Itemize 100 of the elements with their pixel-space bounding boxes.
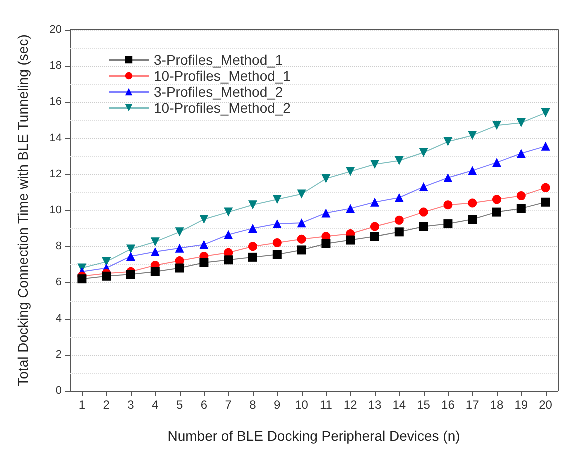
legend-label: 3-Profiles_Method_1 bbox=[154, 52, 284, 68]
y-axis-title: Total Docking Connection Time with BLE Tunneling (sec) bbox=[15, 34, 31, 386]
point bbox=[126, 270, 136, 280]
point bbox=[102, 257, 112, 266]
point bbox=[150, 248, 160, 257]
point bbox=[541, 142, 550, 151]
point bbox=[175, 228, 184, 237]
point bbox=[322, 208, 331, 218]
y-tick-label: 14 bbox=[50, 132, 62, 144]
x-tick-label: 8 bbox=[250, 398, 257, 412]
point bbox=[322, 239, 331, 248]
point bbox=[200, 258, 209, 268]
point bbox=[394, 156, 404, 166]
point bbox=[297, 218, 306, 228]
x-tick-label: 20 bbox=[539, 398, 553, 412]
point bbox=[419, 182, 428, 192]
y-tick-label: 0 bbox=[56, 385, 62, 397]
point bbox=[248, 224, 258, 234]
point bbox=[346, 204, 356, 214]
point bbox=[370, 198, 380, 207]
point bbox=[272, 250, 282, 260]
point bbox=[444, 200, 453, 210]
x-tick-label: 4 bbox=[152, 398, 160, 412]
x-tick-label: 10 bbox=[295, 398, 309, 412]
point bbox=[297, 246, 306, 255]
point bbox=[492, 208, 502, 217]
point bbox=[468, 166, 478, 176]
point bbox=[297, 190, 306, 199]
point bbox=[102, 272, 112, 281]
x-tick-label: 15 bbox=[417, 398, 431, 412]
point bbox=[468, 215, 478, 224]
y-tick-label: 18 bbox=[50, 60, 62, 72]
point bbox=[492, 195, 502, 204]
point bbox=[444, 220, 453, 229]
point bbox=[541, 198, 550, 207]
point bbox=[297, 234, 306, 244]
x-tick-label: 6 bbox=[200, 398, 208, 412]
point bbox=[370, 222, 380, 232]
legend-label: 10-Profiles_Method_1 bbox=[154, 68, 292, 84]
point bbox=[419, 148, 428, 158]
x-tick-label: 18 bbox=[490, 398, 504, 412]
x-tick-label: 11 bbox=[320, 398, 333, 412]
x-tick-label: 9 bbox=[274, 398, 282, 412]
point bbox=[492, 121, 502, 130]
point bbox=[492, 158, 502, 168]
y-tick-label: 6 bbox=[56, 276, 62, 289]
point bbox=[541, 183, 550, 192]
x-tick-label: 17 bbox=[466, 398, 480, 412]
point bbox=[78, 274, 87, 284]
point bbox=[272, 220, 282, 229]
point bbox=[419, 222, 428, 232]
x-tick-label: 12 bbox=[344, 398, 358, 412]
point bbox=[200, 215, 209, 224]
point bbox=[322, 174, 331, 184]
point bbox=[248, 252, 258, 262]
point bbox=[224, 230, 234, 240]
point bbox=[175, 244, 184, 253]
point bbox=[468, 198, 478, 208]
point bbox=[370, 160, 380, 169]
point bbox=[150, 238, 160, 247]
point bbox=[419, 208, 428, 217]
legend-label: 10-Profiles_Method_2 bbox=[154, 100, 292, 116]
point bbox=[394, 228, 404, 237]
point bbox=[468, 131, 478, 140]
point bbox=[224, 256, 234, 265]
y-tick-label: 12 bbox=[50, 168, 62, 180]
point bbox=[444, 174, 453, 183]
point bbox=[516, 204, 526, 214]
point bbox=[150, 267, 160, 276]
point bbox=[394, 216, 404, 225]
x-tick-label: 7 bbox=[225, 398, 232, 412]
point bbox=[394, 193, 404, 202]
point bbox=[272, 195, 282, 204]
point bbox=[541, 108, 550, 118]
x-tick-label: 2 bbox=[103, 398, 110, 412]
x-axis-title: Number of BLE Docking Peripheral Devices (n) bbox=[168, 428, 460, 444]
y-tick-label: 2 bbox=[56, 348, 62, 361]
x-tick-label: 19 bbox=[514, 398, 528, 412]
y-tick-label: 8 bbox=[56, 240, 62, 253]
y-tick-label: 20 bbox=[50, 24, 62, 36]
point bbox=[248, 242, 258, 252]
point bbox=[126, 244, 136, 254]
point bbox=[224, 208, 234, 217]
point bbox=[346, 236, 356, 245]
x-tick-label: 13 bbox=[368, 398, 382, 412]
point bbox=[272, 238, 282, 248]
point bbox=[370, 232, 380, 242]
x-tick-label: 5 bbox=[176, 398, 184, 412]
point bbox=[200, 240, 209, 250]
x-tick-label: 3 bbox=[128, 398, 135, 412]
point bbox=[346, 167, 356, 176]
point bbox=[175, 264, 184, 273]
y-tick-label: 10 bbox=[50, 204, 62, 216]
x-tick-label: 14 bbox=[392, 398, 406, 412]
point bbox=[126, 252, 136, 262]
y-tick-label: 16 bbox=[50, 96, 62, 108]
point bbox=[248, 200, 258, 210]
point bbox=[516, 192, 526, 201]
x-tick-label: 1 bbox=[78, 398, 86, 412]
point bbox=[516, 118, 526, 128]
